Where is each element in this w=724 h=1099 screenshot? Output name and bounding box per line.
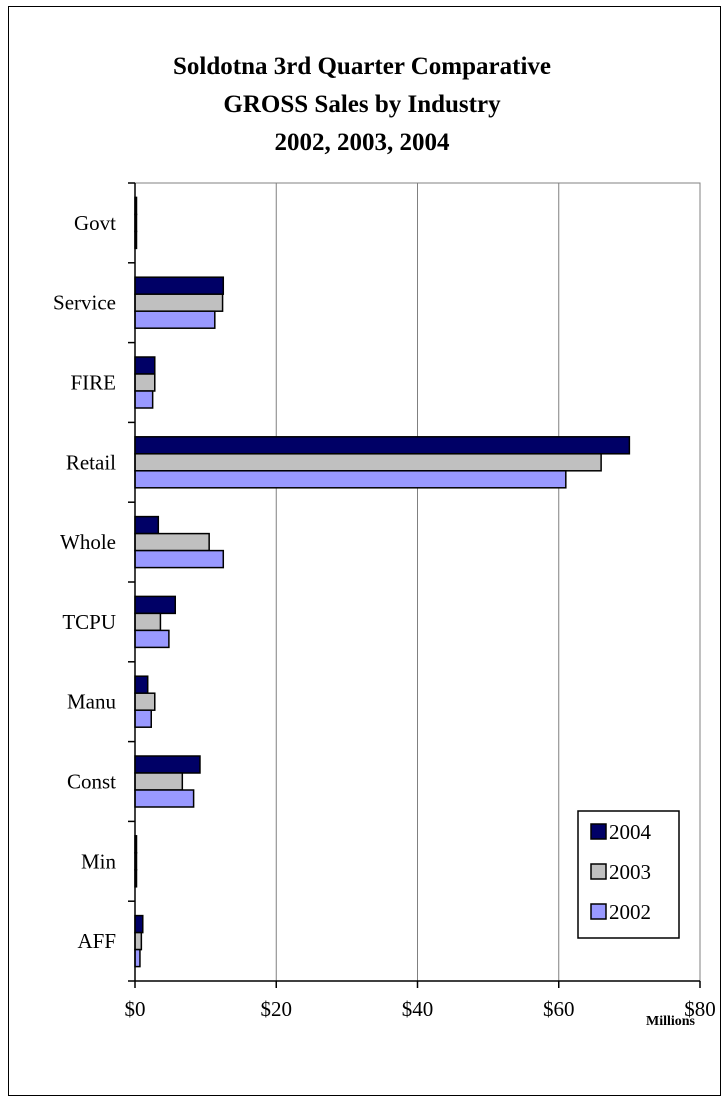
x-tick-label: $20: [261, 997, 293, 1021]
bar-retail-2002: [134, 470, 567, 489]
category-label-const: Const: [67, 770, 116, 794]
category-label-govt: Govt: [74, 211, 116, 235]
bar-fire-2004: [134, 356, 156, 375]
bar-const-2002: [134, 789, 195, 808]
x-tick-label: $0: [125, 997, 146, 1021]
bar-manu-2003: [134, 692, 156, 711]
legend-swatch-2002: [590, 903, 607, 920]
category-label-min: Min: [81, 849, 117, 873]
legend-label-2002: 2002: [609, 900, 651, 924]
bar-tcpu-2004: [134, 595, 177, 615]
category-label-manu: Manu: [67, 690, 116, 714]
bar-manu-2004: [134, 675, 149, 694]
bar-whole-2003: [134, 532, 210, 552]
bar-tcpu-2002: [134, 629, 170, 649]
bar-service-2004: [134, 276, 225, 295]
legend-swatch-2004: [590, 823, 607, 840]
bar-whole-2004: [134, 515, 160, 535]
bar-retail-2004: [134, 436, 631, 455]
x-tick-label: $60: [543, 997, 575, 1021]
bar-service-2003: [134, 293, 224, 312]
bar-retail-2003: [134, 453, 602, 472]
bar-service-2002: [134, 310, 216, 329]
category-label-whole: Whole: [60, 530, 116, 554]
chart-title-line-2: GROSS Sales by Industry: [223, 91, 501, 118]
bar-aff-2003: [134, 931, 143, 951]
legend-label-2004: 2004: [609, 820, 652, 844]
x-axis-label: Millions: [646, 1014, 696, 1029]
category-label-service: Service: [53, 291, 116, 315]
legend-label-2003: 2003: [609, 860, 651, 884]
bar-aff-2004: [134, 914, 144, 934]
chart-title: Soldotna 3rd Quarter Comparative GROSS S…: [0, 48, 724, 162]
category-label-tcpu: TCPU: [62, 610, 116, 634]
bar-tcpu-2003: [134, 612, 162, 632]
x-tick-label: $40: [402, 997, 434, 1021]
x-tick-label: $80: [684, 997, 716, 1021]
category-label-fire: FIRE: [70, 371, 116, 395]
legend-swatch-2003: [590, 863, 607, 880]
chart-title-line-1: Soldotna 3rd Quarter Comparative: [173, 53, 551, 80]
chart-title-line-3: 2002, 2003, 2004: [274, 129, 450, 156]
bar-fire-2003: [134, 373, 156, 392]
bar-fire-2002: [134, 390, 154, 409]
category-label-aff: AFF: [77, 929, 116, 953]
bar-whole-2002: [134, 549, 225, 569]
bar-const-2003: [134, 772, 184, 791]
bar-manu-2002: [134, 709, 152, 728]
category-label-retail: Retail: [66, 450, 116, 474]
bar-const-2004: [134, 755, 201, 774]
